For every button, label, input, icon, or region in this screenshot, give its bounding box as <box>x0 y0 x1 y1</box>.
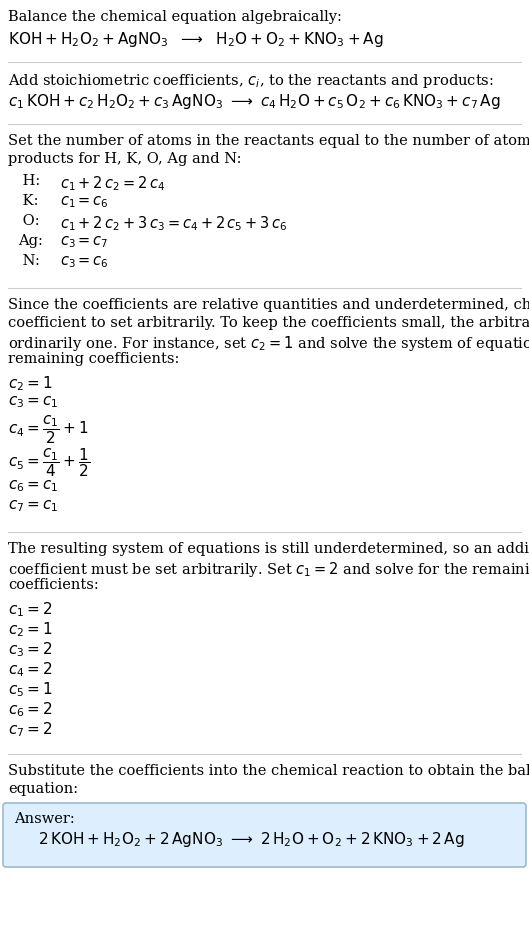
Text: $c_6 = c_1$: $c_6 = c_1$ <box>8 478 58 494</box>
Text: products for H, K, O, Ag and N:: products for H, K, O, Ag and N: <box>8 152 242 166</box>
Text: Since the coefficients are relative quantities and underdetermined, choose a: Since the coefficients are relative quan… <box>8 298 529 312</box>
Text: $c_3 = c_1$: $c_3 = c_1$ <box>8 394 58 410</box>
Text: $c_7 = 2$: $c_7 = 2$ <box>8 720 52 739</box>
Text: $c_3 = c_7$: $c_3 = c_7$ <box>60 234 108 250</box>
Text: $c_7 = c_1$: $c_7 = c_1$ <box>8 498 58 513</box>
Text: coefficient must be set arbitrarily. Set $c_1 = 2$ and solve for the remaining: coefficient must be set arbitrarily. Set… <box>8 560 529 579</box>
Text: ordinarily one. For instance, set $c_2 = 1$ and solve the system of equations fo: ordinarily one. For instance, set $c_2 =… <box>8 334 529 353</box>
Text: $c_4 = \dfrac{c_1}{2} + 1$: $c_4 = \dfrac{c_1}{2} + 1$ <box>8 414 89 447</box>
Text: The resulting system of equations is still underdetermined, so an additional: The resulting system of equations is sti… <box>8 542 529 556</box>
Text: Substitute the coefficients into the chemical reaction to obtain the balanced: Substitute the coefficients into the che… <box>8 764 529 778</box>
Text: N:: N: <box>18 254 40 268</box>
Text: $\mathrm{KOH + H_2O_2 + AgNO_3\ \ \longrightarrow\ \ H_2O + O_2 + KNO_3 + Ag}$: $\mathrm{KOH + H_2O_2 + AgNO_3\ \ \longr… <box>8 30 384 49</box>
Text: coefficient to set arbitrarily. To keep the coefficients small, the arbitrary va: coefficient to set arbitrarily. To keep … <box>8 316 529 330</box>
Text: $c_1 + 2\,c_2 + 3\,c_3 = c_4 + 2\,c_5 + 3\,c_6$: $c_1 + 2\,c_2 + 3\,c_3 = c_4 + 2\,c_5 + … <box>60 214 287 233</box>
Text: Ag:: Ag: <box>18 234 43 248</box>
Text: K:: K: <box>18 194 39 208</box>
Text: $c_2 = 1$: $c_2 = 1$ <box>8 374 52 393</box>
Text: $c_4 = 2$: $c_4 = 2$ <box>8 660 52 678</box>
Text: Add stoichiometric coefficients, $c_i$, to the reactants and products:: Add stoichiometric coefficients, $c_i$, … <box>8 72 494 90</box>
Text: $2\,\mathrm{KOH + H_2O_2 + 2\,AgNO_3\ \longrightarrow\ 2\,H_2O + O_2 + 2\,KNO_3 : $2\,\mathrm{KOH + H_2O_2 + 2\,AgNO_3\ \l… <box>38 830 465 849</box>
Text: $c_3 = 2$: $c_3 = 2$ <box>8 640 52 658</box>
Text: $c_6 = 2$: $c_6 = 2$ <box>8 700 52 719</box>
Text: $c_3 = c_6$: $c_3 = c_6$ <box>60 254 109 269</box>
Text: O:: O: <box>18 214 40 228</box>
Text: $c_1 = 2$: $c_1 = 2$ <box>8 600 52 619</box>
Text: $c_1 + 2\,c_2 = 2\,c_4$: $c_1 + 2\,c_2 = 2\,c_4$ <box>60 174 165 193</box>
Text: $c_5 = 1$: $c_5 = 1$ <box>8 680 52 699</box>
Text: equation:: equation: <box>8 782 78 796</box>
Text: remaining coefficients:: remaining coefficients: <box>8 352 179 366</box>
Text: $c_2 = 1$: $c_2 = 1$ <box>8 620 52 639</box>
Text: coefficients:: coefficients: <box>8 578 99 592</box>
Text: $c_1 = c_6$: $c_1 = c_6$ <box>60 194 109 210</box>
Text: H:: H: <box>18 174 40 188</box>
Text: $c_5 = \dfrac{c_1}{4} + \dfrac{1}{2}$: $c_5 = \dfrac{c_1}{4} + \dfrac{1}{2}$ <box>8 446 90 479</box>
Text: Balance the chemical equation algebraically:: Balance the chemical equation algebraica… <box>8 10 342 24</box>
Text: Answer:: Answer: <box>14 812 75 826</box>
Text: $c_1\,\mathrm{KOH} + c_2\,\mathrm{H_2O_2} + c_3\,\mathrm{AgNO_3}\ \longrightarro: $c_1\,\mathrm{KOH} + c_2\,\mathrm{H_2O_2… <box>8 92 500 111</box>
FancyBboxPatch shape <box>3 803 526 867</box>
Text: Set the number of atoms in the reactants equal to the number of atoms in the: Set the number of atoms in the reactants… <box>8 134 529 148</box>
